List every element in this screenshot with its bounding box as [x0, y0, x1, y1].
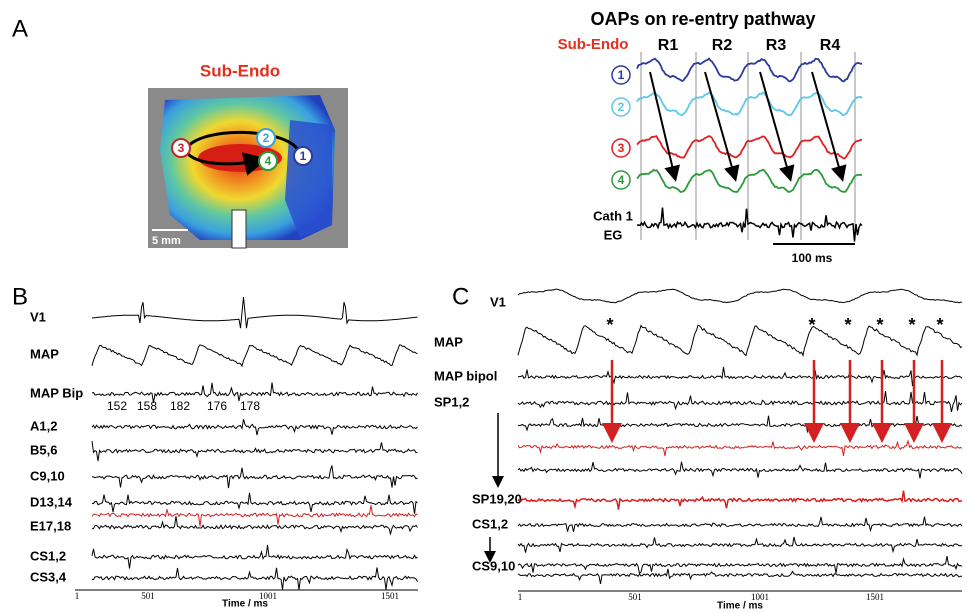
interval-label: 178 [240, 399, 260, 413]
x-tick-label: 1001 [259, 591, 277, 601]
eg-label: Cath 1 [593, 208, 633, 223]
signal-trace [518, 517, 962, 532]
signal-trace [518, 537, 962, 553]
channel-label: SP19,20 [472, 491, 522, 506]
signal-trace [518, 556, 962, 573]
channel-label: D13,14 [30, 494, 73, 509]
propagation-arrow [812, 72, 842, 178]
rotation-label: R3 [766, 37, 787, 54]
marker-asterisk: * [908, 315, 915, 335]
signal-trace [92, 516, 418, 534]
signal-trace [518, 325, 962, 355]
figure: A Sub-Endo 5 mm OAPs on re-entry pathway… [0, 0, 967, 613]
site-label: 4 [618, 173, 625, 187]
signal-trace [637, 59, 862, 82]
signal-trace [518, 491, 962, 510]
propagation-arrow [760, 72, 790, 178]
signal-trace [518, 441, 962, 456]
channel-label: MAP Bip [30, 385, 83, 400]
marker-asterisk: * [808, 315, 815, 335]
site-label: 3 [178, 141, 185, 155]
panel-label: B [12, 283, 28, 310]
propagation-arrow [650, 72, 675, 178]
x-axis-label: Time / ms [717, 601, 763, 612]
signal-trace [518, 367, 962, 386]
signal-trace [92, 466, 418, 489]
site-label: 1 [618, 68, 625, 82]
x-tick-label: 501 [628, 592, 642, 602]
site-label: 3 [618, 141, 625, 155]
oap-title: OAPs on re-entry pathway [590, 9, 815, 29]
signal-trace [92, 568, 418, 590]
site-label: 2 [263, 131, 270, 145]
x-tick-label: 1501 [381, 591, 399, 601]
signal-trace [92, 545, 418, 569]
signal-trace [92, 493, 418, 514]
x-tick-label: 1 [75, 591, 80, 601]
x-tick-label: 1501 [866, 592, 884, 602]
site-label: 1 [300, 149, 307, 163]
signal-trace [92, 345, 418, 366]
site-label: 4 [265, 154, 272, 168]
interval-label: 158 [137, 399, 157, 413]
channel-label: V1 [490, 294, 506, 309]
channel-label: CS1,2 [30, 548, 66, 563]
channel-label: E17,18 [30, 518, 71, 533]
map-title: Sub-Endo [200, 61, 280, 80]
channel-label: MAP [30, 346, 59, 361]
marker-asterisk: * [844, 315, 851, 335]
oap-subtitle: Sub-Endo [558, 36, 629, 53]
interval-label: 152 [107, 399, 127, 413]
signal-trace [92, 505, 418, 526]
channel-label: CS3,4 [30, 569, 67, 584]
signal-trace [637, 136, 862, 158]
channel-label: A1,2 [30, 418, 57, 433]
interval-label: 182 [170, 399, 190, 413]
channel-label: MAP bipol [434, 368, 497, 383]
catheter [232, 210, 246, 248]
rotation-label: R4 [820, 37, 841, 54]
channel-label: CS9,10 [472, 558, 515, 573]
channel-label: MAP [434, 334, 463, 349]
signal-trace [637, 208, 862, 242]
x-tick-label: 1 [518, 592, 523, 602]
propagation-arrow [705, 72, 735, 178]
interval-label: 176 [207, 399, 227, 413]
channel-label: SP1,2 [434, 394, 469, 409]
rotation-label: R2 [712, 37, 733, 54]
channel-label: B5,6 [30, 442, 57, 457]
panel-label: A [12, 15, 28, 42]
channel-label: CS1,2 [472, 516, 508, 531]
signal-trace [92, 441, 418, 461]
channel-label: V1 [30, 309, 46, 324]
x-tick-label: 1001 [751, 592, 769, 602]
signal-trace [518, 569, 962, 584]
signal-trace [518, 289, 962, 303]
marker-asterisk: * [876, 315, 883, 335]
site-label: 2 [618, 100, 625, 114]
signal-trace [518, 391, 962, 412]
time-bar-label: 100 ms [792, 251, 833, 265]
marker-asterisk: * [936, 315, 943, 335]
eg-label: EG [604, 227, 623, 242]
signal-trace [518, 462, 962, 479]
rotation-label: R1 [658, 37, 679, 54]
signal-trace [637, 93, 862, 116]
panel-label: C [452, 283, 469, 310]
x-tick-label: 501 [141, 591, 155, 601]
signal-trace [92, 297, 418, 328]
signal-trace [92, 419, 418, 435]
signal-trace [518, 416, 962, 432]
signal-trace [637, 170, 862, 192]
marker-asterisk: * [606, 315, 613, 335]
scale-label: 5 mm [152, 235, 181, 247]
channel-label: C9,10 [30, 468, 65, 483]
